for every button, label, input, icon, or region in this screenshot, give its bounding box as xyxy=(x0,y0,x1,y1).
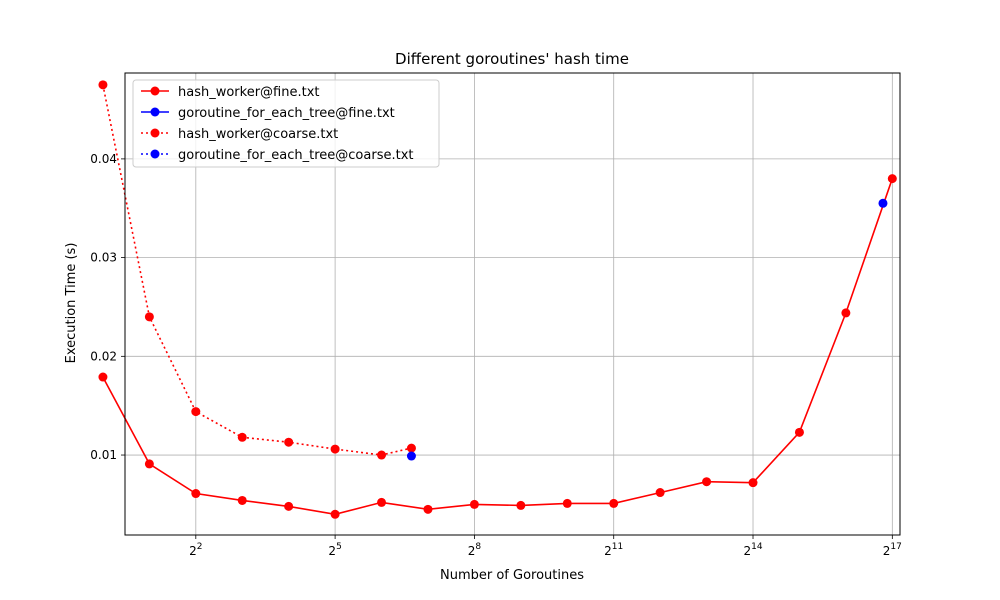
x-tick-exponent: 8 xyxy=(475,542,481,552)
x-tick-exponent: 17 xyxy=(890,542,901,552)
data-point xyxy=(144,459,154,469)
legend-label: hash_worker@fine.txt xyxy=(178,85,320,100)
legend-label: hash_worker@coarse.txt xyxy=(178,127,338,142)
legend-marker xyxy=(150,107,160,117)
data-point xyxy=(377,450,387,460)
series-0 xyxy=(98,174,897,519)
legend-marker xyxy=(150,86,160,96)
data-point xyxy=(330,509,340,519)
data-point xyxy=(98,80,108,90)
legend-box xyxy=(132,79,440,168)
legend-item: hash_worker@fine.txt xyxy=(141,85,320,100)
legend-marker xyxy=(150,149,160,159)
data-point xyxy=(469,499,479,509)
legend-label: goroutine_for_each_tree@fine.txt xyxy=(178,106,395,121)
data-point xyxy=(237,495,247,505)
data-point xyxy=(406,443,416,453)
data-point xyxy=(191,489,201,499)
legend: hash_worker@fine.txt goroutine_for_each_t… xyxy=(132,79,440,168)
data-point xyxy=(237,432,247,442)
x-tick-exponent: 14 xyxy=(751,542,763,552)
data-point xyxy=(330,444,340,454)
grid xyxy=(125,73,900,535)
series-3 xyxy=(406,451,416,461)
data-point xyxy=(516,500,526,510)
y-tick-label: 0.01 xyxy=(90,448,117,462)
y-tick-label: 0.02 xyxy=(90,349,117,363)
data-point xyxy=(406,451,416,461)
chart-title: Different goroutines' hash time xyxy=(395,50,629,68)
legend-item: goroutine_for_each_tree@coarse.txt xyxy=(141,148,414,163)
y-axis-label: Execution Time (s) xyxy=(64,243,79,364)
y-tick-label: 0.04 xyxy=(90,152,117,166)
x-tick-exponent: 5 xyxy=(336,542,342,552)
x-axis-label: Number of Goroutines xyxy=(440,568,584,583)
data-point xyxy=(98,372,108,382)
data-point xyxy=(144,312,154,322)
series-line xyxy=(102,178,894,516)
data-point xyxy=(284,437,294,447)
data-point xyxy=(887,174,897,184)
data-point xyxy=(702,477,712,487)
legend-label: goroutine_for_each_tree@coarse.txt xyxy=(178,148,414,163)
series-layer xyxy=(98,80,897,519)
series-1 xyxy=(878,198,888,208)
series-2 xyxy=(98,80,416,460)
legend-marker xyxy=(150,128,160,138)
x-tick-exponent: 2 xyxy=(197,542,203,552)
y-tick-label: 0.03 xyxy=(90,251,117,265)
legend-item: hash_worker@coarse.txt xyxy=(141,127,338,142)
legend-item: goroutine_for_each_tree@fine.txt xyxy=(141,106,395,121)
data-point xyxy=(748,478,758,488)
data-point xyxy=(609,498,619,508)
data-point xyxy=(655,488,665,498)
data-point xyxy=(377,497,387,507)
data-point xyxy=(794,427,804,437)
data-point xyxy=(841,308,851,318)
data-point xyxy=(562,498,572,508)
data-point xyxy=(284,501,294,511)
data-point xyxy=(191,407,201,417)
data-point xyxy=(878,198,888,208)
x-tick-exponent: 11 xyxy=(612,542,623,552)
x-axis-ticks: 22 25 28 211 214 217 xyxy=(189,535,902,558)
data-point xyxy=(423,504,433,514)
plot-area-frame xyxy=(124,72,901,536)
y-axis-ticks: 0.01 0.02 0.03 0.04 xyxy=(90,152,125,462)
